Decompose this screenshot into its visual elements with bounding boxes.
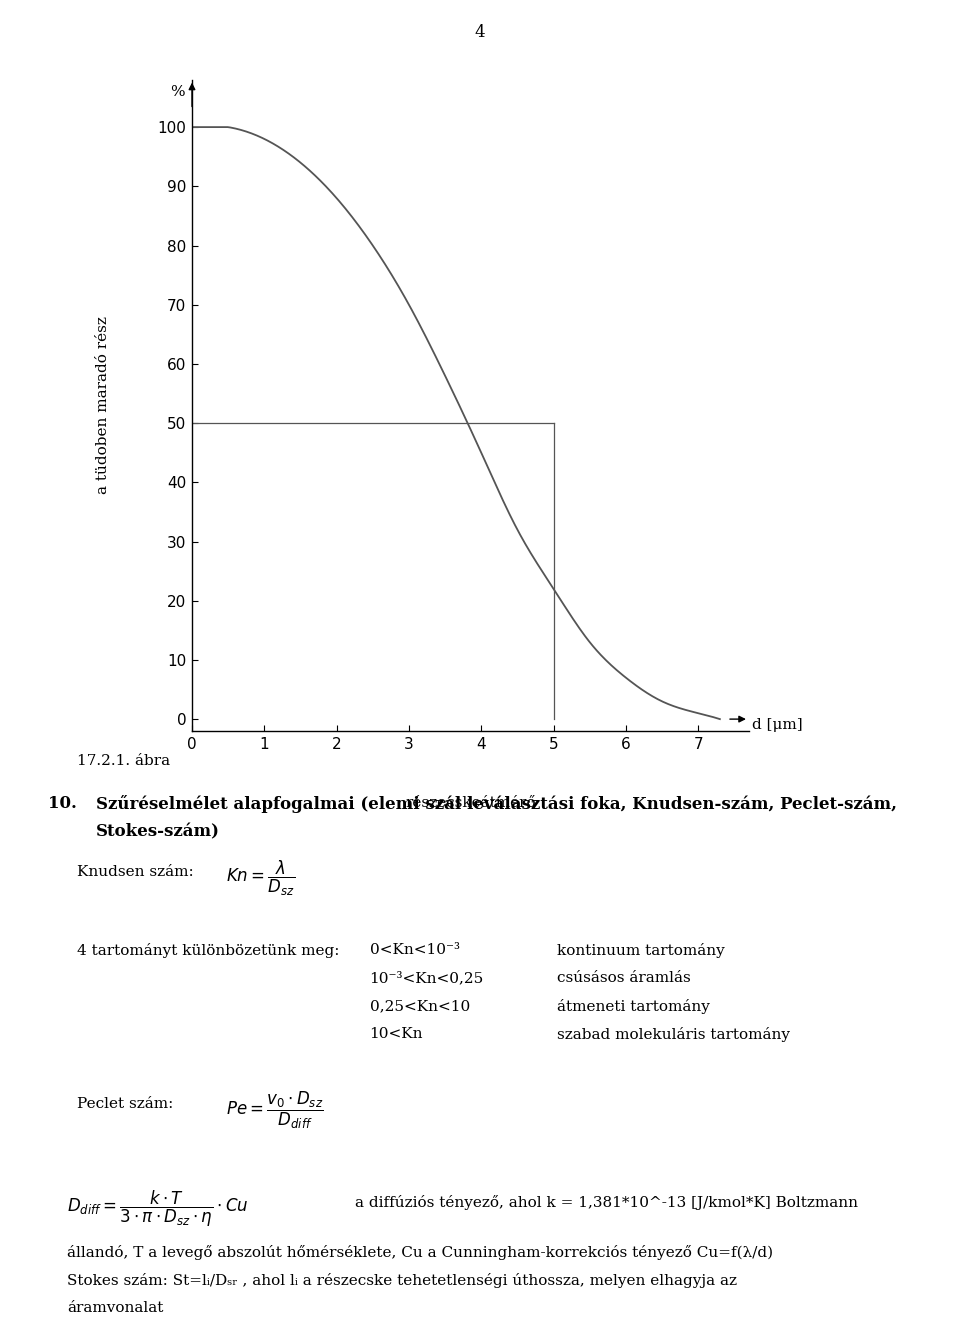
- Text: 17.2.1. ábra: 17.2.1. ábra: [77, 754, 170, 768]
- Text: kontinuum tartomány: kontinuum tartomány: [557, 944, 725, 958]
- Text: átmeneti tartomány: átmeneti tartomány: [557, 999, 709, 1014]
- Text: $Kn = \dfrac{\lambda}{D_{sz}}$: $Kn = \dfrac{\lambda}{D_{sz}}$: [226, 859, 295, 898]
- Text: 4 tartományt különbözetünk meg:: 4 tartományt különbözetünk meg:: [77, 944, 339, 958]
- Text: 10⁻³<Kn<0,25: 10⁻³<Kn<0,25: [370, 971, 484, 985]
- Text: Peclet szám:: Peclet szám:: [77, 1096, 173, 1111]
- Text: Stokes-szám): Stokes-szám): [96, 824, 220, 840]
- Text: 0,25<Kn<10: 0,25<Kn<10: [370, 999, 469, 1013]
- Text: Knudsen szám:: Knudsen szám:: [77, 865, 194, 880]
- Text: részecskeátmérő: részecskeátmérő: [405, 796, 536, 811]
- Text: 4: 4: [474, 24, 486, 41]
- Text: 10.: 10.: [48, 795, 77, 812]
- Text: %: %: [170, 85, 185, 98]
- Text: a tüdoben maradó rész: a tüdoben maradó rész: [96, 316, 109, 494]
- Text: csúsásos áramlás: csúsásos áramlás: [557, 971, 690, 985]
- Text: Stokes szám: St=lᵢ/Dₛᵣ , ahol lᵢ a részecske tehetetlenségi úthossza, melyen elh: Stokes szám: St=lᵢ/Dₛᵣ , ahol lᵢ a része…: [67, 1273, 737, 1288]
- Text: Szűréselmélet alapfogalmai (elemi szál leválasztási foka, Knudsen-szám, Peclet-s: Szűréselmélet alapfogalmai (elemi szál l…: [96, 795, 897, 813]
- Text: 0<Kn<10⁻³: 0<Kn<10⁻³: [370, 944, 460, 957]
- Text: állandó, T a levegő abszolút hőmérséklete, Cu a Cunningham-korrekciós tényező Cu: állandó, T a levegő abszolút hőmérséklet…: [67, 1245, 774, 1260]
- Text: áramvonalat: áramvonalat: [67, 1301, 163, 1314]
- Text: 10<Kn: 10<Kn: [370, 1027, 423, 1041]
- Text: a diffúziós tényező, ahol k = 1,381*10^-13 [J/kmol*K] Boltzmann: a diffúziós tényező, ahol k = 1,381*10^-…: [355, 1195, 858, 1209]
- Text: szabad molekuláris tartomány: szabad molekuláris tartomány: [557, 1027, 790, 1042]
- Text: $Pe = \dfrac{v_0 \cdot D_{sz}}{D_{diff}}$: $Pe = \dfrac{v_0 \cdot D_{sz}}{D_{diff}}…: [226, 1090, 324, 1131]
- Text: $D_{diff} = \dfrac{k \cdot T}{3 \cdot \pi \cdot D_{sz} \cdot \eta} \cdot Cu$: $D_{diff} = \dfrac{k \cdot T}{3 \cdot \p…: [67, 1189, 249, 1229]
- Text: d [μm]: d [μm]: [753, 718, 804, 732]
